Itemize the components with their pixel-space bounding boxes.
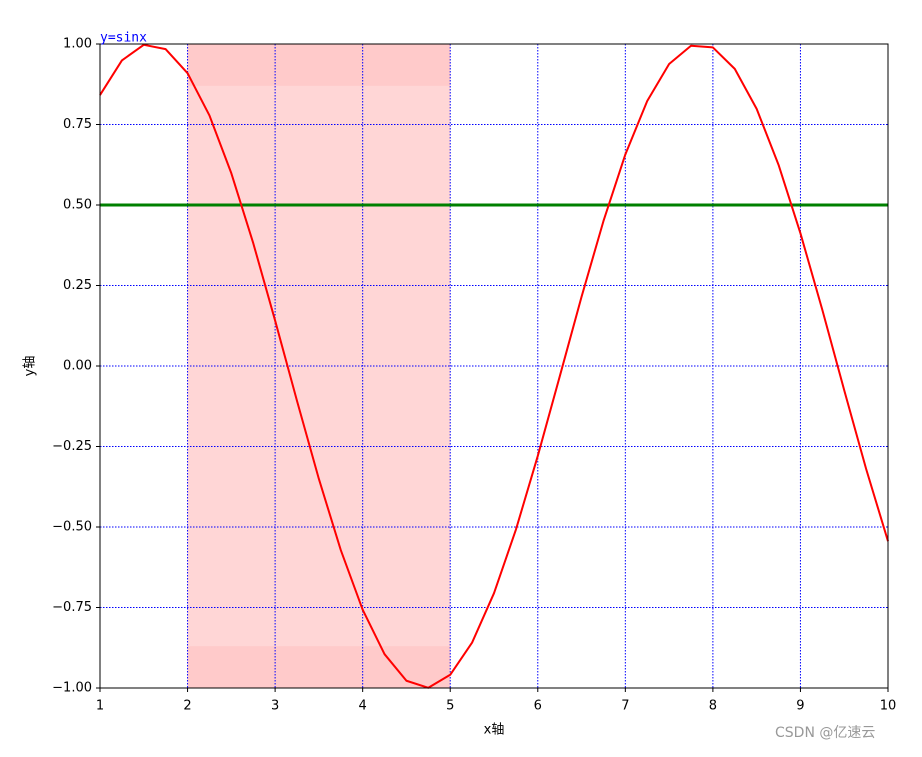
watermark: CSDN @亿速云 [775,725,875,741]
annotation: y=sinx [100,31,147,46]
y-tick-label: 0.50 [63,198,92,213]
y-tick-label: 0.25 [63,278,92,293]
axes-frame [99,43,889,689]
x-tick-label: 4 [359,699,367,714]
y-tick-label: −0.25 [52,439,92,454]
x-tick-label: 6 [534,699,542,714]
x-tick-label: 7 [621,699,629,714]
x-axis-label: x轴 [484,723,505,738]
sine-line [99,43,889,689]
y-axis-label: y轴 [23,356,38,377]
x-tick-label: 9 [796,699,804,714]
span [187,44,451,86]
x-tick-label: 2 [183,699,191,714]
y-tick-label: 1.00 [63,37,92,52]
x-tick-label: 3 [271,699,279,714]
x-tick-label: 10 [880,699,897,714]
y-tick-label: −0.50 [52,520,92,535]
y-tick-label: −0.75 [52,600,92,615]
y-tick-label: 0.75 [63,117,92,132]
x-tick-label: 1 [96,699,104,714]
y-tick-label: 0.00 [63,359,92,374]
x-tick-label: 8 [709,699,717,714]
y-tick-label: −1.00 [52,681,92,696]
x-tick-label: 5 [446,699,454,714]
